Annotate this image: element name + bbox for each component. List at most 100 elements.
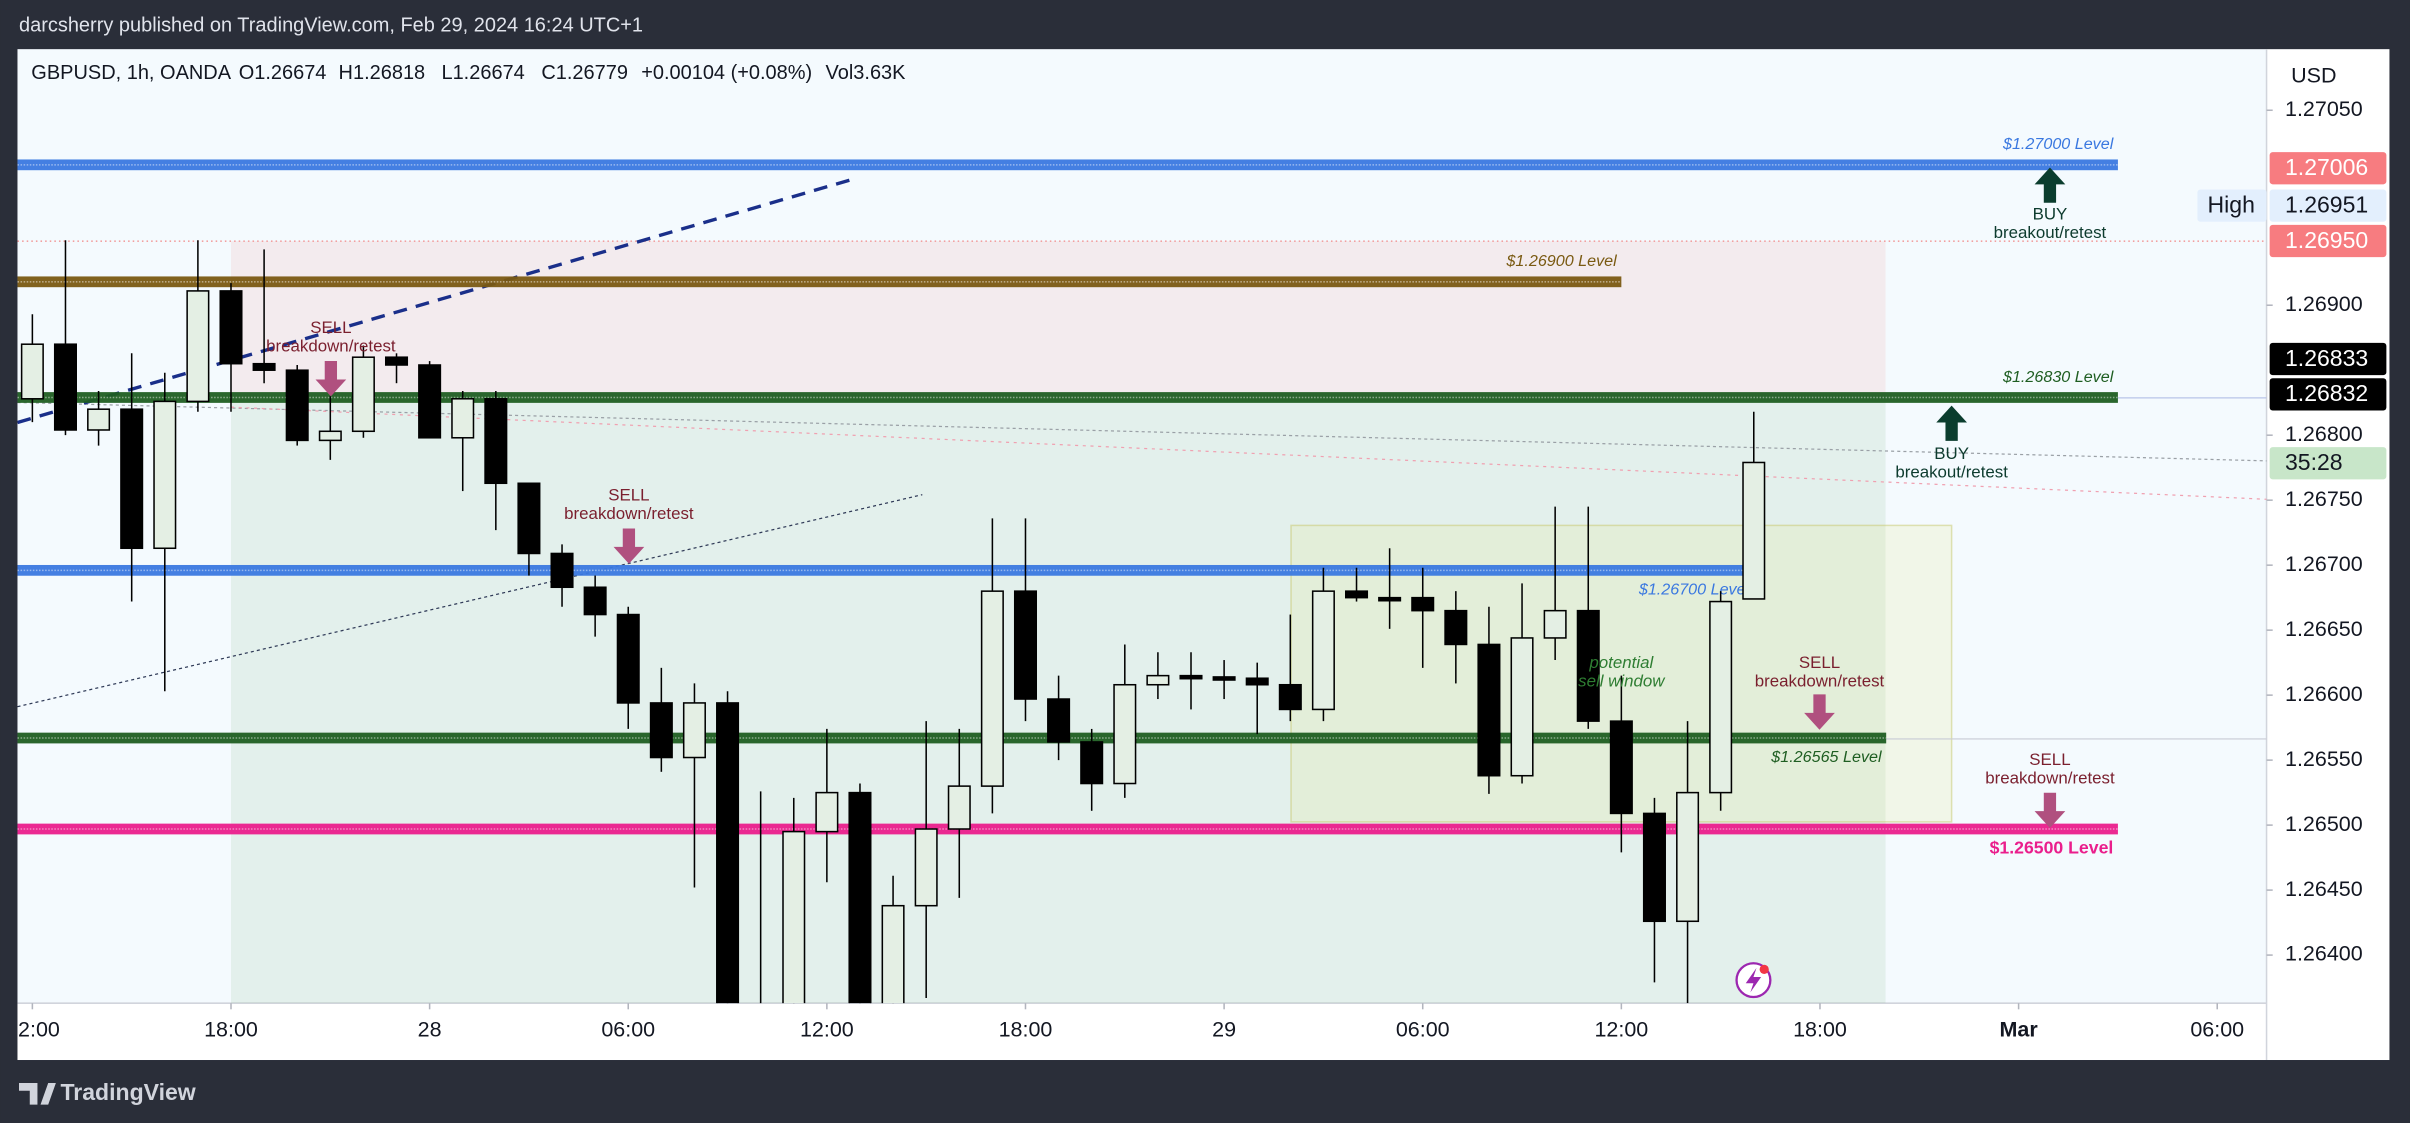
candle-body [1676, 791, 1700, 923]
countdown: 35:28 [2285, 449, 2343, 475]
x-tick-label: 18:00 [1793, 1017, 1847, 1041]
candle-body [285, 369, 309, 442]
candles [20, 240, 1766, 1004]
annotation-text: SELL [1799, 653, 1840, 672]
trend-line [17, 494, 923, 708]
x-tick-label: 06:00 [1396, 1017, 1450, 1041]
candle-body [1609, 720, 1633, 815]
candle-body [616, 613, 640, 704]
price-badge-label: 1.27006 [2285, 154, 2368, 180]
candle-body [1378, 596, 1402, 602]
alert-icon-bolt [1745, 967, 1762, 993]
level-label: $1.26700 Level [1638, 581, 1750, 599]
annotation-text: breakdown/retest [1755, 672, 1885, 691]
candle-body [550, 552, 574, 589]
annotation-text: SELL [2029, 750, 2070, 769]
candle-body [782, 830, 806, 1004]
level-label: $1.27000 Level [2002, 135, 2114, 153]
candle-body [1212, 676, 1236, 681]
candle-body [1742, 461, 1766, 600]
ohlc-open: O1.26674 [239, 62, 327, 84]
candle-body [1345, 590, 1369, 599]
signal-arrow [1936, 405, 1967, 441]
symbol: GBPUSD, 1h, OANDA [31, 62, 231, 84]
trend-line [17, 176, 857, 425]
volume: Vol3.63K [826, 62, 907, 84]
risk-zone [231, 241, 1886, 400]
annotations: SELLbreakdown/retestSELLbreakdown/retest… [266, 167, 2115, 829]
ohlc-low: L1.26674 [441, 62, 524, 84]
y-tick-label: 1.26900 [2285, 292, 2363, 316]
x-tick-label: 2:00 [18, 1017, 60, 1041]
signal-arrow [1804, 694, 1835, 730]
x-tick-label: 06:00 [2190, 1017, 2244, 1041]
signal-arrow [2034, 167, 2066, 203]
ticks: 1.27050 1.26900 1.26800 1.26750 1.26700 1.266… [18, 97, 2363, 1042]
annotation-text: breakout/retest [1895, 463, 2008, 482]
level-label: $1.26900 Level [1505, 252, 1617, 270]
publish-header: darcsherry published on TradingView.com,… [19, 14, 643, 36]
candle-body [451, 398, 475, 439]
candle-body [1444, 609, 1468, 646]
candle-body [351, 356, 375, 433]
x-tick-label: 28 [418, 1017, 442, 1041]
candle-body [1080, 741, 1104, 785]
y-tick-label: 1.26400 [2285, 942, 2363, 966]
currency[interactable]: USD [2291, 63, 2336, 87]
candle-body [1278, 683, 1302, 711]
candle-body [53, 343, 77, 431]
footer-brand: TradingView [60, 1079, 195, 1105]
change: +0.00104 (+0.08%) [641, 62, 812, 84]
candle-body [914, 828, 938, 907]
level-line [17, 564, 1754, 576]
level-line [17, 823, 2118, 835]
annotation-text: breakdown/retest [266, 337, 396, 356]
candle-body [418, 364, 442, 439]
candle-body [583, 586, 607, 616]
price-badge-label: 1.26832 [2285, 380, 2368, 406]
y-tick-label: 1.27050 [2285, 97, 2363, 121]
price-badge [2269, 378, 2387, 411]
candle-body [848, 791, 872, 1004]
level-line [17, 276, 1622, 288]
levels: $1.27000 Level $1.26900 Level $1.26830 Lev… [17, 135, 2118, 858]
candle-body [219, 290, 243, 365]
candle-body [1179, 674, 1203, 680]
y-tick-label: 1.26450 [2285, 877, 2363, 901]
candle-body [153, 400, 177, 550]
level-line [17, 159, 2118, 171]
annotation-text: BUY [1934, 444, 1969, 463]
candle-body [947, 785, 971, 830]
countdown-badge [2269, 447, 2387, 480]
candle-body [1576, 609, 1600, 722]
annotation-text: potential [1588, 653, 1654, 672]
candle-body [87, 408, 111, 431]
candle-body [1510, 637, 1534, 777]
price-badge [2269, 152, 2387, 185]
annotation-text: BUY [2033, 205, 2068, 224]
y-tick-label: 1.26650 [2285, 617, 2363, 641]
price-badge [2269, 342, 2387, 376]
time-axis [17, 1003, 2267, 1061]
annotation-text: SELL [310, 318, 351, 337]
annotation-text: SELL [608, 486, 649, 505]
x-tick-label: Mar [1999, 1017, 2038, 1041]
level-line [17, 732, 1887, 744]
candle-body [1311, 590, 1335, 711]
candle-body [186, 290, 210, 403]
level-label: $1.26500 Level [1990, 838, 2114, 858]
candle-body [1013, 590, 1038, 700]
annotation-text: sell window [1578, 672, 1666, 691]
price-badge-label: 1.26950 [2285, 227, 2368, 253]
candle-body [980, 590, 1004, 787]
signal-arrow [315, 361, 347, 397]
candle-body [1146, 674, 1170, 686]
price-badges: 1.27006 1.26951 High 1.26950 1.26833 1.26832 3… [2197, 152, 2387, 480]
candle-body [484, 398, 508, 485]
candle-body [1047, 698, 1071, 743]
signal-arrow [2034, 792, 2066, 829]
y-tick-label: 1.26800 [2285, 422, 2363, 446]
x-tick-label: 18:00 [204, 1017, 258, 1041]
trend-line [17, 401, 2267, 462]
